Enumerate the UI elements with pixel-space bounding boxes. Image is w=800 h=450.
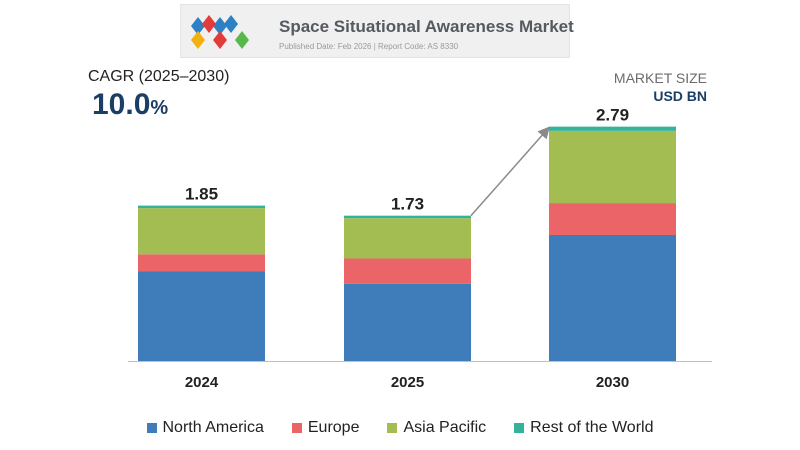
cagr-number: 10.0 <box>92 88 151 121</box>
brand-logo <box>191 15 249 49</box>
legend-label: North America <box>162 419 264 436</box>
cagr-label: CAGR (2025–2030) <box>88 68 230 85</box>
total-label-2024: 1.85 <box>185 185 218 204</box>
cagr-unit: % <box>150 97 169 119</box>
bar-2024-north-america <box>138 271 265 361</box>
market-size-unit: USD BN <box>653 88 707 104</box>
bar-2025-asia-pacific <box>344 218 471 259</box>
legend-swatch <box>291 423 302 433</box>
legend-label: Rest of the World <box>530 419 654 436</box>
growth-arrow <box>470 126 550 217</box>
bar-2024-asia-pacific <box>138 208 265 255</box>
chart-legend: North America Europe Asia Pacific Rest of t… <box>0 419 800 437</box>
bar-2030-europe <box>549 203 676 235</box>
report-header: Space Situational Awareness Market Publi… <box>180 4 574 58</box>
legend-label: Europe <box>307 419 360 436</box>
bar-2025-north-america <box>344 283 471 361</box>
legend-swatch <box>387 423 398 433</box>
bar-2030-rest-of-the-world <box>549 126 676 131</box>
bar-2024-rest-of-the-world <box>138 205 265 209</box>
market-size-label: MARKET SIZE <box>613 70 707 86</box>
legend-label: Asia Pacific <box>403 419 487 436</box>
bar-2030-north-america <box>549 235 676 361</box>
legend-item-europe: Europe <box>291 419 360 437</box>
x-tick-label-2025: 2025 <box>391 374 424 391</box>
x-tick-label-2024: 2024 <box>185 374 219 391</box>
report-title: Space Situational Awareness Market <box>279 17 574 36</box>
total-label-2025: 1.73 <box>391 195 424 214</box>
legend-item-asia-pacific: Asia Pacific <box>387 419 486 437</box>
legend-swatch <box>514 423 525 433</box>
legend-item-north-america: North America <box>146 419 264 437</box>
bar-2024-europe <box>138 254 265 272</box>
legend-item-rest-of-the-world: Rest of the World <box>514 419 653 437</box>
bar-2030-asia-pacific <box>549 130 676 204</box>
total-label-2030: 2.79 <box>596 106 629 125</box>
report-subtitle: Published Date: Feb 2026 | Report Code: … <box>279 42 459 51</box>
legend-swatch <box>146 423 157 433</box>
bar-2025-rest-of-the-world <box>344 215 471 219</box>
cagr-value: 10.0% <box>92 88 168 122</box>
x-tick-label-2030: 2030 <box>596 374 629 391</box>
bar-2025-europe <box>344 258 471 284</box>
